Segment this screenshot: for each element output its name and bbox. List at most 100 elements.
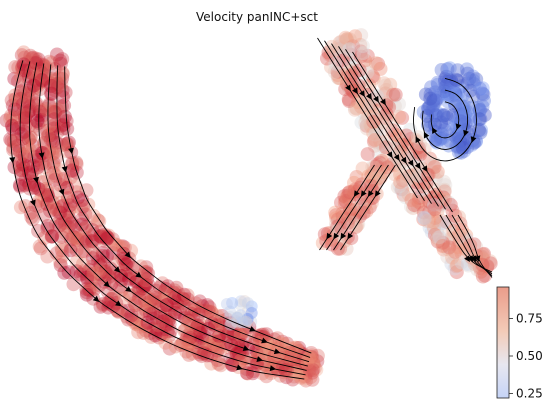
cell-point	[15, 59, 30, 74]
cell-point	[256, 327, 270, 342]
cell-point	[391, 128, 406, 143]
cell-point	[220, 324, 235, 338]
cell-point	[388, 87, 403, 102]
cell-point	[231, 344, 246, 359]
cell-point	[306, 358, 321, 373]
cell-point	[40, 219, 55, 233]
streamline-arrow	[463, 129, 469, 137]
cell-point	[406, 172, 421, 187]
cell-point	[354, 206, 369, 221]
cell-point	[5, 118, 20, 133]
cell-point	[394, 182, 409, 197]
cell-point	[439, 215, 454, 230]
cell-point	[441, 90, 456, 105]
cell-point	[428, 108, 443, 123]
cell-point	[238, 333, 253, 348]
cell-point	[449, 265, 464, 280]
cell-point	[63, 170, 78, 185]
cell-point	[160, 324, 175, 339]
cell-point	[428, 93, 443, 108]
cell-point	[368, 56, 383, 71]
cell-point	[423, 91, 438, 106]
cell-point	[25, 212, 40, 227]
cell-point	[95, 248, 110, 263]
cell-point	[337, 195, 352, 210]
streamline	[319, 164, 375, 251]
cell-point	[141, 278, 156, 293]
cell-point	[294, 369, 309, 384]
cell-point	[82, 283, 97, 298]
cell-point	[69, 157, 84, 172]
cell-point	[242, 304, 255, 317]
cell-point	[36, 61, 51, 76]
cell-point	[310, 348, 325, 363]
cell-point	[157, 284, 172, 299]
cell-point	[236, 316, 249, 329]
cell-point	[23, 205, 38, 220]
streamline-arrow	[29, 199, 36, 207]
cell-point	[325, 237, 339, 252]
cell-point	[75, 243, 90, 258]
cell-point	[249, 351, 264, 366]
cell-point	[379, 102, 394, 117]
cell-point	[115, 239, 130, 254]
cell-point	[286, 346, 301, 361]
cell-point	[201, 304, 216, 319]
cell-point	[450, 87, 465, 102]
cell-point	[440, 75, 455, 90]
streamline-arrow	[125, 286, 132, 292]
streamline-arrow	[236, 364, 243, 371]
cell-point	[110, 303, 125, 318]
cell-point	[411, 194, 426, 209]
cell-point	[47, 112, 62, 127]
cell-point	[118, 268, 133, 282]
streamline-arrow	[103, 280, 110, 288]
streamline-arrow	[256, 356, 263, 362]
cell-point	[483, 256, 498, 271]
cell-point	[374, 158, 389, 173]
cell-point	[161, 314, 176, 329]
cell-point	[18, 199, 33, 214]
cell-point	[220, 298, 233, 310]
cell-point	[14, 61, 29, 76]
cell-point	[100, 230, 115, 245]
cell-point	[245, 307, 258, 319]
cell-point	[21, 105, 36, 120]
cell-point	[12, 144, 27, 159]
cell-point	[51, 70, 66, 85]
cell-point	[348, 202, 363, 217]
cell-point	[421, 101, 435, 116]
cell-point	[20, 71, 35, 86]
cell-point	[416, 205, 431, 220]
streamline-arrow	[359, 90, 365, 97]
cell-point	[111, 238, 126, 253]
streamline	[338, 46, 439, 207]
cell-point	[241, 312, 254, 325]
cell-point	[468, 112, 483, 127]
cell-point	[93, 299, 108, 314]
cell-point	[181, 347, 196, 362]
cell-point	[31, 76, 46, 91]
cell-point	[440, 110, 455, 125]
cell-point	[446, 86, 461, 101]
cell-point	[31, 157, 46, 172]
cell-point	[18, 63, 33, 78]
cell-point	[131, 281, 146, 296]
cell-point	[113, 279, 128, 294]
cell-point	[452, 235, 467, 250]
cell-point	[320, 51, 334, 66]
cell-point	[176, 291, 190, 306]
cell-point	[342, 42, 357, 57]
cell-point	[50, 125, 65, 140]
cell-point	[451, 130, 466, 145]
cell-point	[420, 214, 435, 228]
cell-point	[390, 155, 405, 169]
cell-point	[179, 332, 194, 347]
cell-point	[16, 105, 31, 119]
cell-point	[426, 220, 441, 235]
cell-point	[86, 266, 101, 281]
cell-point	[417, 211, 432, 226]
cell-point	[53, 177, 68, 192]
cell-point	[37, 192, 52, 207]
